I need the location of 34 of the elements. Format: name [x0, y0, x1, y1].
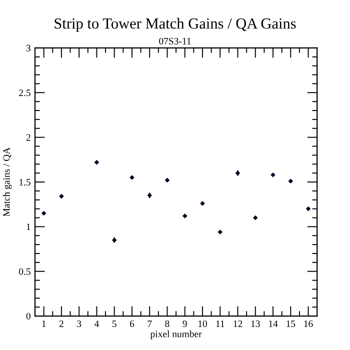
y-tick-label: 2 — [26, 134, 30, 141]
y-axis-title: Match gains / QA — [2, 147, 12, 216]
y-tick-label: 0 — [26, 312, 30, 320]
chart-subtitle: 07S3-11 — [159, 38, 191, 44]
x-tick-label: 6 — [130, 320, 134, 328]
point — [288, 178, 294, 184]
chart-title: Strip to Tower Match Gains / QA Gains — [54, 18, 296, 32]
x-tick-label: 13 — [251, 320, 260, 328]
point — [94, 160, 100, 165]
x-tick-label: 2 — [59, 320, 64, 327]
x-tick-label: 11 — [216, 320, 224, 327]
point — [218, 230, 223, 234]
y-tick-label: 1 — [26, 224, 30, 230]
point — [252, 215, 258, 220]
point — [270, 172, 276, 178]
point — [59, 194, 64, 199]
y-tick-label: 0.5 — [19, 268, 30, 275]
y-tick-label: 1.5 — [20, 178, 30, 186]
x-tick-label: 10 — [198, 320, 207, 328]
x-tick-label: 8 — [165, 320, 170, 328]
x-tick-label: 5 — [112, 320, 116, 328]
x-tick-label: 9 — [182, 320, 187, 328]
point — [182, 214, 188, 218]
x-tick-label: 7 — [148, 320, 152, 327]
x-tick-label: 15 — [286, 320, 296, 328]
x-axis-title: pixel number — [150, 330, 202, 340]
x-tick-label: 3 — [77, 320, 82, 328]
x-tick-label: 14 — [269, 320, 278, 327]
x-tick-label: 16 — [304, 320, 313, 328]
x-tick-label: 12 — [234, 320, 242, 327]
x-tick-label: 1 — [42, 320, 46, 327]
y-tick-label: 3 — [26, 44, 30, 52]
x-tick-label: 4 — [94, 320, 99, 327]
y-tick-label: 2.5 — [19, 90, 30, 96]
